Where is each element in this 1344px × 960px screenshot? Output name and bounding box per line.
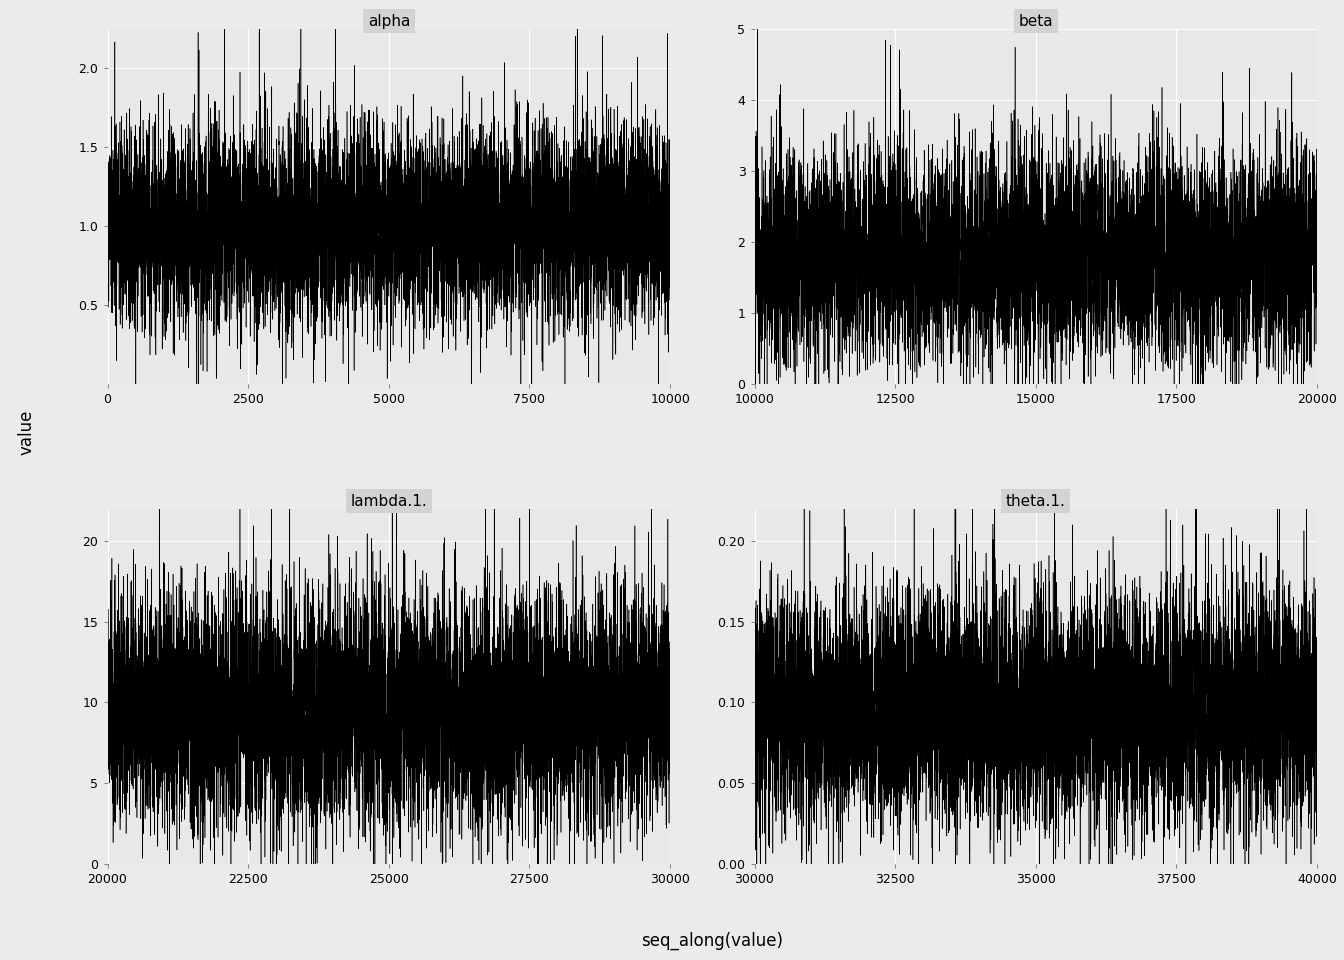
Title: lambda.1.: lambda.1. [351, 493, 427, 509]
Title: alpha: alpha [368, 13, 410, 29]
Text: value: value [17, 409, 36, 455]
Title: theta.1.: theta.1. [1005, 493, 1066, 509]
Text: seq_along(value): seq_along(value) [641, 931, 784, 950]
Title: beta: beta [1019, 13, 1054, 29]
